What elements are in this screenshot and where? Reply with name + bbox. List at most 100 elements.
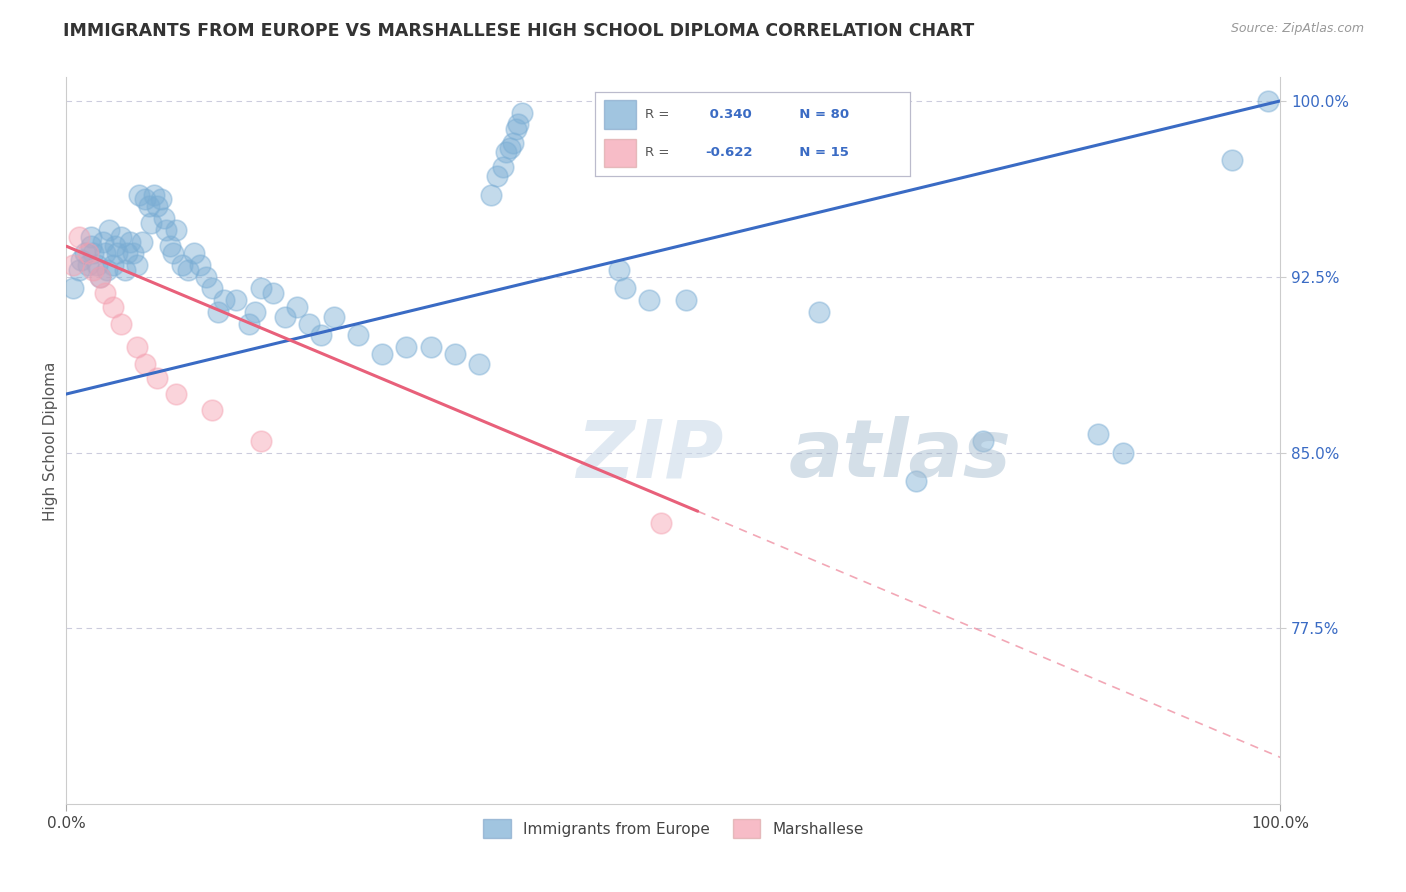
Point bbox=[62, 258, 84, 272]
Point bbox=[80, 239, 103, 253]
Legend: Immigrants from Europe, Marshallese: Immigrants from Europe, Marshallese bbox=[477, 814, 870, 844]
Point bbox=[170, 258, 193, 272]
Point bbox=[495, 145, 517, 160]
Point bbox=[141, 216, 163, 230]
Point bbox=[972, 434, 994, 448]
Point bbox=[498, 141, 520, 155]
Point bbox=[207, 305, 229, 319]
Point bbox=[675, 293, 697, 308]
Point bbox=[67, 262, 90, 277]
Point bbox=[91, 235, 114, 249]
Point bbox=[183, 246, 205, 260]
Point bbox=[104, 239, 127, 253]
Point bbox=[114, 262, 136, 277]
Point bbox=[122, 246, 145, 260]
Point bbox=[80, 230, 103, 244]
Point bbox=[131, 235, 153, 249]
Point bbox=[96, 262, 118, 277]
Point bbox=[152, 211, 174, 226]
Point bbox=[150, 193, 173, 207]
Point bbox=[94, 246, 117, 260]
Point bbox=[479, 187, 502, 202]
Point bbox=[77, 258, 100, 272]
Point bbox=[225, 293, 247, 308]
Point bbox=[188, 258, 211, 272]
Point bbox=[155, 223, 177, 237]
Point bbox=[1087, 426, 1109, 441]
Point bbox=[274, 310, 297, 324]
Point bbox=[195, 269, 218, 284]
Point bbox=[77, 246, 100, 260]
Point bbox=[346, 328, 368, 343]
Point bbox=[134, 193, 156, 207]
Point bbox=[177, 262, 200, 277]
Point bbox=[165, 387, 187, 401]
Point bbox=[243, 305, 266, 319]
Point bbox=[107, 246, 129, 260]
Point bbox=[468, 357, 491, 371]
Point bbox=[505, 122, 527, 136]
Point bbox=[808, 305, 831, 319]
Point bbox=[1111, 445, 1133, 459]
Point bbox=[613, 281, 636, 295]
Point bbox=[101, 258, 124, 272]
Point bbox=[110, 230, 132, 244]
Text: atlas: atlas bbox=[789, 417, 1011, 494]
Point bbox=[502, 136, 524, 150]
Point bbox=[159, 239, 181, 253]
Point bbox=[89, 269, 111, 284]
Point bbox=[285, 300, 308, 314]
Point bbox=[70, 253, 93, 268]
Y-axis label: High School Diploma: High School Diploma bbox=[44, 361, 58, 521]
Point bbox=[322, 310, 344, 324]
Point bbox=[162, 246, 184, 260]
Point bbox=[67, 230, 90, 244]
Point bbox=[128, 187, 150, 202]
Point bbox=[138, 199, 160, 213]
Point bbox=[110, 317, 132, 331]
Point bbox=[165, 223, 187, 237]
Point bbox=[249, 434, 271, 448]
Point bbox=[73, 246, 96, 260]
Point bbox=[371, 347, 394, 361]
Point bbox=[86, 258, 108, 272]
Point bbox=[134, 357, 156, 371]
Point bbox=[82, 262, 104, 277]
Point bbox=[638, 293, 661, 308]
Point bbox=[1257, 94, 1279, 108]
Point bbox=[492, 160, 515, 174]
Text: IMMIGRANTS FROM EUROPE VS MARSHALLESE HIGH SCHOOL DIPLOMA CORRELATION CHART: IMMIGRANTS FROM EUROPE VS MARSHALLESE HI… bbox=[63, 22, 974, 40]
Point bbox=[395, 340, 418, 354]
Point bbox=[486, 169, 509, 183]
Point bbox=[101, 300, 124, 314]
Text: Source: ZipAtlas.com: Source: ZipAtlas.com bbox=[1230, 22, 1364, 36]
Point bbox=[249, 281, 271, 295]
Point bbox=[510, 105, 533, 120]
Point bbox=[607, 262, 630, 277]
Point bbox=[97, 223, 120, 237]
Point bbox=[506, 117, 529, 131]
Point bbox=[201, 403, 224, 417]
Point bbox=[142, 187, 165, 202]
Point bbox=[82, 246, 104, 260]
Point bbox=[94, 286, 117, 301]
Point bbox=[444, 347, 467, 361]
Point bbox=[146, 370, 169, 384]
Point bbox=[118, 235, 141, 249]
Point bbox=[905, 474, 928, 488]
Point bbox=[238, 317, 260, 331]
Point bbox=[650, 516, 672, 530]
Point bbox=[201, 281, 224, 295]
Point bbox=[146, 199, 169, 213]
Point bbox=[214, 293, 236, 308]
Point bbox=[89, 269, 111, 284]
Point bbox=[125, 258, 148, 272]
Point bbox=[311, 328, 333, 343]
Text: ZIP: ZIP bbox=[576, 417, 724, 494]
Point bbox=[262, 286, 284, 301]
Point bbox=[115, 246, 138, 260]
Point bbox=[419, 340, 441, 354]
Point bbox=[1220, 153, 1243, 167]
Point bbox=[298, 317, 321, 331]
Point bbox=[125, 340, 148, 354]
